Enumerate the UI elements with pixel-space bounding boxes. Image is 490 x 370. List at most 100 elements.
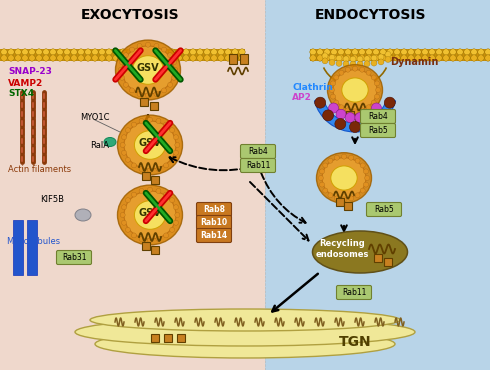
Circle shape [64,55,70,61]
Ellipse shape [122,46,174,94]
FancyBboxPatch shape [151,246,159,254]
Circle shape [43,55,49,61]
Circle shape [374,81,379,86]
Circle shape [478,55,484,61]
Circle shape [349,196,354,201]
Circle shape [137,91,142,97]
Circle shape [154,91,159,97]
Circle shape [57,49,63,55]
FancyBboxPatch shape [196,202,231,216]
Text: Recycling
endosomes: Recycling endosomes [315,239,368,259]
Circle shape [211,49,217,55]
FancyBboxPatch shape [346,111,354,119]
FancyBboxPatch shape [196,229,231,242]
FancyBboxPatch shape [336,198,344,206]
Text: Rab4: Rab4 [248,147,268,156]
Circle shape [360,188,365,193]
Circle shape [443,49,449,55]
Circle shape [125,157,130,162]
Circle shape [125,227,130,232]
Circle shape [374,94,379,99]
Circle shape [378,54,384,60]
FancyBboxPatch shape [361,124,395,138]
Circle shape [334,155,340,160]
Circle shape [365,175,369,181]
FancyBboxPatch shape [164,334,172,342]
Circle shape [457,49,463,55]
Circle shape [139,118,144,124]
Circle shape [408,55,414,61]
Circle shape [156,188,161,194]
FancyBboxPatch shape [384,258,392,266]
Circle shape [154,44,159,48]
Circle shape [319,169,324,174]
Text: Rab8: Rab8 [203,205,225,214]
Circle shape [155,55,161,61]
Circle shape [436,55,442,61]
Circle shape [471,49,477,55]
Circle shape [204,49,210,55]
Bar [310,49,490,61]
Circle shape [162,47,167,52]
Circle shape [22,55,28,61]
Circle shape [323,163,328,168]
Circle shape [429,49,435,55]
FancyBboxPatch shape [177,334,185,342]
Circle shape [371,55,377,61]
Circle shape [164,192,169,197]
Circle shape [364,182,368,187]
Circle shape [485,55,490,61]
Circle shape [170,227,174,232]
Circle shape [164,233,169,238]
Circle shape [364,56,370,62]
Circle shape [310,55,316,61]
Ellipse shape [124,191,176,239]
Bar [0,0,265,370]
Circle shape [485,49,490,55]
Circle shape [319,182,324,187]
Circle shape [173,150,178,155]
Circle shape [343,56,349,62]
Circle shape [190,55,196,61]
Circle shape [450,49,456,55]
Ellipse shape [124,121,176,169]
Circle shape [113,55,119,61]
Circle shape [155,49,161,55]
Circle shape [168,82,172,87]
Circle shape [122,150,126,155]
Circle shape [99,49,105,55]
Circle shape [385,51,391,57]
Circle shape [131,192,136,197]
FancyBboxPatch shape [142,172,150,180]
Circle shape [443,55,449,61]
Circle shape [329,60,335,65]
Wedge shape [315,98,395,132]
Circle shape [360,163,365,168]
Circle shape [345,49,351,55]
Bar [27,220,37,275]
Circle shape [29,55,35,61]
FancyBboxPatch shape [367,202,401,216]
Text: AP2: AP2 [292,94,312,102]
Text: Rab4: Rab4 [368,112,388,121]
FancyBboxPatch shape [361,110,395,124]
Circle shape [232,49,238,55]
Circle shape [92,55,98,61]
Circle shape [450,55,456,61]
Circle shape [15,49,21,55]
Ellipse shape [331,166,357,190]
Circle shape [378,59,384,65]
Circle shape [50,55,56,61]
Circle shape [415,55,421,61]
Circle shape [415,49,421,55]
Bar [0,49,245,61]
Circle shape [134,55,140,61]
Circle shape [106,55,112,61]
Circle shape [134,49,140,55]
Text: RalA: RalA [90,141,109,149]
Circle shape [1,55,7,61]
Circle shape [8,55,14,61]
Circle shape [146,42,150,47]
Circle shape [334,100,339,105]
Circle shape [371,75,376,80]
